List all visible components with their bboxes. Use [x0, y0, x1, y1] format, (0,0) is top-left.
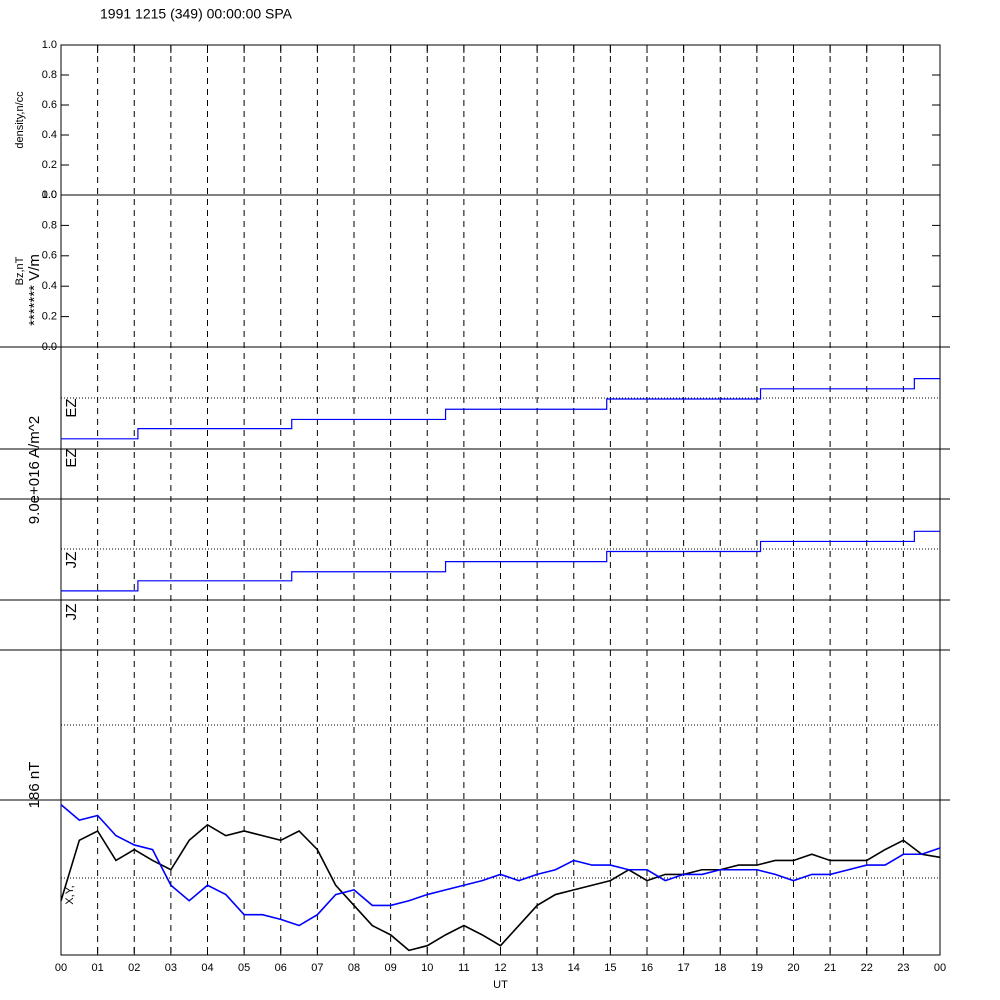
x-axis-label: UT [493, 979, 508, 991]
y-axis-label: Bz,nT [14, 256, 26, 285]
series-line [60, 823, 941, 952]
chart-title: 1991 1215 (349) 00:00:00 SPA [100, 6, 293, 22]
y-tick-label: 0.2 [42, 311, 57, 323]
y-axis-label: 9.0e+016 A/m^2 [26, 416, 43, 524]
panel-label: X,Y, [64, 885, 76, 904]
x-tick-label: 04 [201, 962, 213, 974]
x-tick-label: 11 [458, 962, 469, 974]
x-tick-label: 13 [531, 962, 543, 974]
y-axis-label: density,n/cc [14, 91, 26, 149]
x-tick-label: 20 [787, 962, 799, 974]
x-tick-label: 06 [275, 962, 287, 974]
x-tick-label: 01 [92, 962, 104, 974]
x-tick-label: 08 [348, 962, 360, 974]
x-tick-label: 00 [55, 962, 67, 974]
y-tick-label: 0.0 [42, 189, 57, 201]
x-tick-label: 19 [751, 962, 763, 974]
step-line [61, 378, 940, 440]
y-tick-label: 0.6 [42, 99, 57, 111]
y-tick-label: 0.4 [42, 129, 57, 141]
x-tick-label: 10 [421, 962, 433, 974]
x-tick-label: 22 [861, 962, 873, 974]
step-line [61, 530, 940, 592]
x-tick-label: 17 [678, 962, 690, 974]
y-tick-label: 0.4 [42, 280, 57, 292]
x-tick-label: 21 [824, 962, 836, 974]
x-tick-label: 05 [238, 962, 250, 974]
x-tick-label: 12 [494, 962, 506, 974]
y-axis-label: 186 nT [26, 762, 43, 809]
x-tick-label: 15 [604, 962, 616, 974]
x-tick-label: 03 [165, 962, 177, 974]
panel-label: EZ [63, 398, 80, 417]
y-tick-label: 0.2 [42, 159, 57, 171]
panel-label: JZ [63, 604, 80, 621]
series-line [60, 804, 941, 927]
y-tick-label: 0.6 [42, 250, 57, 262]
y-tick-label: 1.0 [42, 39, 57, 51]
panel-label: JZ [63, 552, 80, 569]
y-tick-label: 0.0 [42, 341, 57, 353]
y-axis-label: ******* V/m [26, 254, 43, 326]
x-tick-label: 02 [128, 962, 140, 974]
x-tick-label: 23 [897, 962, 909, 974]
x-tick-label: 07 [311, 962, 323, 974]
y-tick-label: 1.0 [42, 189, 57, 201]
y-tick-label: 0.8 [42, 69, 57, 81]
x-tick-label: 16 [641, 962, 653, 974]
x-tick-label: 14 [568, 962, 580, 974]
panel-label: EZ [63, 448, 80, 467]
y-tick-label: 0.8 [42, 219, 57, 231]
x-tick-label: 00 [934, 962, 946, 974]
x-tick-label: 09 [385, 962, 397, 974]
x-tick-label: 18 [714, 962, 726, 974]
